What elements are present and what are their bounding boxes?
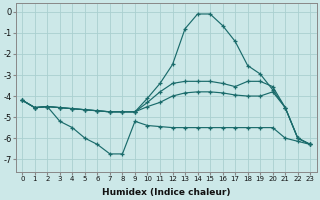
X-axis label: Humidex (Indice chaleur): Humidex (Indice chaleur): [102, 188, 230, 197]
